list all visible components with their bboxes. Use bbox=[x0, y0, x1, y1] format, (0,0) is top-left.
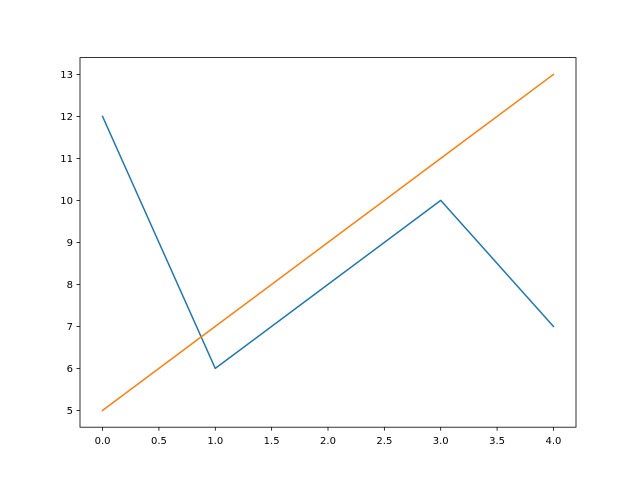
y-tick-label: 8 bbox=[67, 280, 73, 291]
y-tick-label: 7 bbox=[67, 322, 73, 333]
x-tick-label: 1.0 bbox=[207, 436, 223, 447]
x-tick-label: 3.0 bbox=[433, 436, 449, 447]
y-tick-label: 12 bbox=[60, 112, 73, 123]
y-tick-label: 5 bbox=[67, 406, 73, 417]
x-tick-label: 0.0 bbox=[95, 436, 111, 447]
x-tick-label: 2.5 bbox=[376, 436, 392, 447]
series-layer bbox=[101, 73, 555, 412]
y-tick-label: 11 bbox=[60, 154, 73, 165]
x-tick-label: 3.5 bbox=[489, 436, 505, 447]
y-tick-label: 13 bbox=[60, 70, 73, 81]
x-tick-label: 1.5 bbox=[264, 436, 280, 447]
y-axis: 5 6 7 8 9 10 11 12 13 bbox=[60, 70, 80, 417]
y-tick-label: 6 bbox=[67, 364, 73, 375]
x-tick-label: 4.0 bbox=[546, 436, 562, 447]
y-tick-label: 9 bbox=[67, 238, 73, 249]
x-tick-label: 0.5 bbox=[151, 436, 167, 447]
x-tick-label: 2.0 bbox=[320, 436, 336, 447]
series-2-line bbox=[101, 73, 555, 412]
series-1-line bbox=[101, 115, 555, 370]
x-axis: 0.0 0.5 1.0 1.5 2.0 2.5 3.0 3.5 4.0 bbox=[95, 427, 562, 447]
y-tick-label: 10 bbox=[60, 196, 73, 207]
